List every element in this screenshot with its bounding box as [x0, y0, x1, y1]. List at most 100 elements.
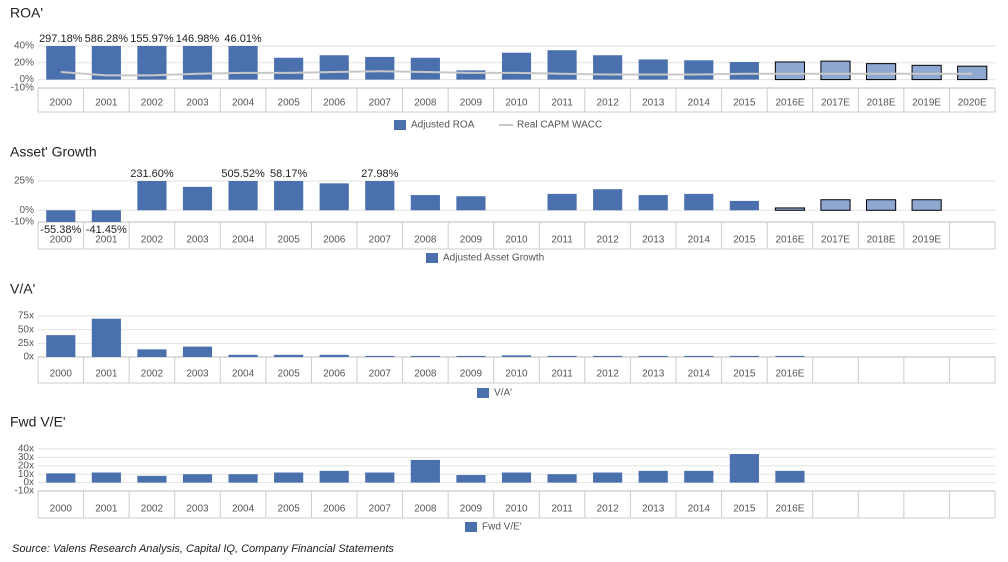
y-tick-label: -10%: [11, 217, 34, 228]
legend-label: Fwd V/E': [482, 522, 522, 533]
bar: [274, 181, 304, 211]
plot-area: [46, 454, 805, 483]
bar: [410, 57, 440, 80]
x-tick-label: 2010: [505, 98, 528, 109]
bar: [365, 472, 395, 483]
line: [60, 70, 973, 77]
bar: [865, 199, 897, 211]
bar: [593, 189, 623, 211]
x-tick-label: 2002: [141, 504, 164, 515]
x-tick-label: 2016E: [775, 98, 804, 109]
legend-label: V/A': [494, 388, 512, 399]
bar: [911, 199, 942, 211]
bar: [274, 354, 304, 357]
x-tick-label: 2006: [323, 504, 346, 515]
data-label: 146.98%: [176, 33, 220, 45]
bar: [638, 195, 668, 211]
source-note: Source: Valens Research Analysis, Capita…: [12, 543, 394, 555]
x-tick-label: 2010: [505, 235, 528, 246]
legend-label: Adjusted Asset Growth: [443, 253, 544, 264]
x-tick-label: 2000: [50, 98, 73, 109]
bar: [729, 355, 759, 357]
x-tick-label: 2010: [505, 504, 528, 515]
bar: [501, 52, 532, 80]
bar: [228, 181, 258, 211]
x-tick-label: 2005: [278, 369, 301, 380]
y-tick-label: 50x: [18, 324, 34, 335]
legend-label: Adjusted ROA: [411, 120, 475, 131]
bar: [501, 355, 532, 357]
x-tick-label: 2020E: [958, 98, 987, 109]
bar: [547, 355, 577, 357]
bar: [410, 459, 440, 483]
data-label: 27.98%: [361, 168, 399, 180]
bar: [46, 473, 76, 483]
bar: [775, 470, 805, 483]
bar: [547, 474, 577, 483]
bar: [684, 193, 714, 211]
bar: [319, 55, 349, 80]
x-tick-label: 2004: [232, 235, 255, 246]
x-tick-label: 2002: [141, 369, 164, 380]
x-tick-label: 2009: [460, 235, 483, 246]
y-tick-label: 25x: [18, 338, 34, 349]
x-tick-label: 2015: [733, 235, 756, 246]
legend-swatch: [426, 253, 438, 263]
bar: [228, 354, 258, 357]
x-tick-label: 2008: [414, 369, 437, 380]
bar: [91, 318, 121, 357]
plot-area: [46, 181, 942, 222]
bar: [501, 472, 532, 483]
x-tick-label: 2013: [642, 235, 665, 246]
x-tick-label: 2004: [232, 369, 255, 380]
bar: [729, 454, 759, 483]
bar: [774, 207, 806, 211]
bar: [410, 355, 440, 357]
bar: [638, 470, 668, 483]
bar: [182, 346, 213, 357]
bar: [46, 46, 76, 80]
x-tick-label: 2000: [50, 235, 73, 246]
x-tick-label: 2012: [597, 235, 620, 246]
x-tick-label: 2016E: [775, 235, 804, 246]
x-tick-label: 2012: [597, 504, 620, 515]
bar: [274, 472, 304, 483]
legend-swatch: [465, 522, 477, 532]
legend-label: Real CAPM WACC: [517, 120, 602, 131]
x-tick-label: 2007: [369, 235, 392, 246]
bar: [182, 474, 213, 483]
y-tick-label: 75x: [18, 311, 34, 322]
x-tick-label: 2001: [95, 235, 118, 246]
x-tick-label: 2007: [369, 98, 392, 109]
x-tick-label: 2003: [186, 369, 209, 380]
x-tick-label: 2011: [551, 504, 573, 515]
x-tick-label: 2009: [460, 98, 483, 109]
x-tick-label: 2010: [505, 369, 528, 380]
plot-area: [46, 46, 988, 81]
data-label: 231.60%: [130, 168, 174, 180]
x-tick-label: 2003: [186, 504, 209, 515]
bar: [547, 50, 577, 80]
x-tick-label: 2000: [50, 369, 73, 380]
x-tick-label: 2014: [688, 235, 711, 246]
bar: [593, 472, 623, 483]
x-tick-label: 2015: [733, 504, 756, 515]
data-label: 297.18%: [39, 33, 83, 45]
x-tick-label: 2000: [50, 504, 73, 515]
x-tick-label: 2005: [278, 504, 301, 515]
bar: [46, 335, 76, 357]
y-tick-label: 40x: [18, 444, 34, 455]
chart-title: Fwd V/E': [10, 414, 66, 430]
x-tick-label: 2015: [733, 98, 756, 109]
x-tick-label: 2006: [323, 98, 346, 109]
y-tick-label: 40%: [14, 41, 34, 52]
plot-area: [46, 318, 805, 357]
x-tick-label: 2002: [141, 235, 164, 246]
x-tick-label: 2016E: [775, 369, 804, 380]
bar: [456, 70, 486, 80]
bar: [319, 183, 349, 211]
legend-swatch: [477, 388, 489, 398]
bar: [638, 59, 668, 80]
bar: [729, 200, 759, 211]
